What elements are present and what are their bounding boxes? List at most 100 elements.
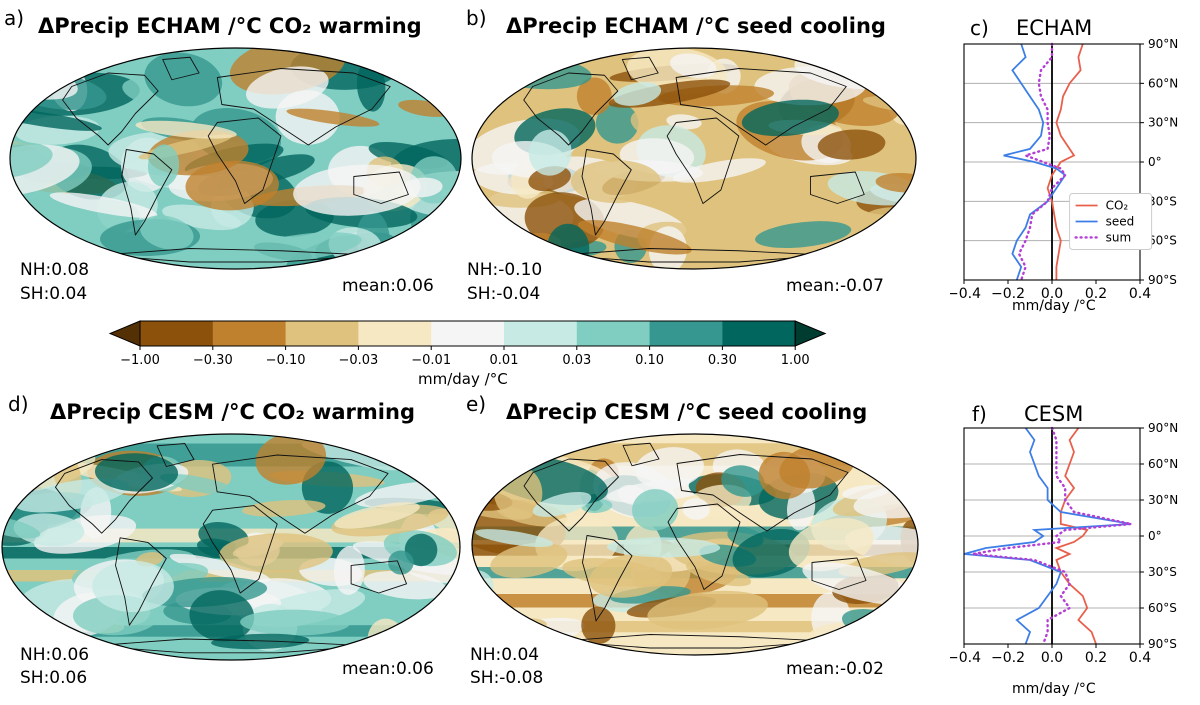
x-axis-label: mm/day /°C bbox=[1012, 298, 1096, 314]
zonal-profile-chart: −0.4 −0.2 0.0 0.2 0.4 90°N 60°N 30°N 0° 30°S 60°S 9… bbox=[950, 38, 1178, 302]
nh-mean: NH:0.06 bbox=[20, 645, 90, 665]
precip-anomaly-patch bbox=[842, 485, 889, 500]
colorbar-segment bbox=[285, 321, 359, 346]
coastline bbox=[811, 557, 867, 590]
colorbar-outline bbox=[139, 320, 796, 347]
coastline bbox=[676, 454, 849, 532]
precip-anomaly-patch bbox=[490, 542, 568, 578]
x-tick-label: −0.4 bbox=[950, 650, 981, 666]
y-tick-label: 60°N bbox=[1148, 76, 1178, 90]
precip-anomaly-patch bbox=[301, 442, 401, 471]
precip-anomaly-patch bbox=[802, 562, 917, 605]
precip-anomaly-patch bbox=[817, 129, 886, 160]
profile-title: CESM bbox=[1024, 402, 1084, 426]
precip-anomaly-patch bbox=[94, 453, 179, 492]
series-seed-line bbox=[963, 427, 1132, 645]
precip-anomaly-patch bbox=[472, 441, 542, 460]
x-axis-label: mm/day /°C bbox=[1012, 681, 1096, 697]
y-tick-label: 30°S bbox=[1148, 565, 1177, 579]
coastline bbox=[115, 537, 167, 626]
colorbar-tick-label: −0.03 bbox=[338, 353, 379, 368]
precip-anomaly-patch bbox=[581, 606, 616, 645]
y-tick-label: 90°N bbox=[1148, 422, 1178, 435]
precip-anomaly-patch bbox=[199, 233, 238, 253]
nh-mean: NH:-0.10 bbox=[467, 260, 543, 280]
precip-anomaly-patch bbox=[293, 164, 421, 216]
precip-anomaly-patch bbox=[532, 491, 592, 517]
coastline bbox=[212, 454, 389, 534]
x-tick-label: 0.2 bbox=[1085, 286, 1107, 302]
precip-anomaly-patch bbox=[240, 609, 351, 636]
precip-anomaly-patch bbox=[185, 160, 279, 211]
colorbar-segment bbox=[431, 321, 505, 346]
coastline bbox=[622, 442, 660, 467]
map-boundary bbox=[471, 433, 919, 656]
precip-anomaly-patch bbox=[92, 560, 174, 613]
map-title: ΔPrecip ECHAM /°C CO₂ warming bbox=[38, 14, 422, 38]
map-boundary bbox=[471, 47, 917, 270]
coastline bbox=[156, 443, 195, 467]
precip-anomaly-patch bbox=[189, 590, 255, 642]
precip-anomaly-patch bbox=[682, 498, 710, 520]
map-boundary bbox=[1, 433, 461, 661]
colorbar-tick-label: −0.10 bbox=[265, 353, 306, 368]
coastline bbox=[582, 535, 633, 622]
precip-anomaly-patch bbox=[884, 212, 916, 231]
series-sum-line bbox=[1017, 42, 1067, 282]
nh-mean: NH:0.04 bbox=[470, 645, 540, 665]
colorbar-tick-label: 0.01 bbox=[489, 353, 519, 368]
colorbar-segment bbox=[649, 321, 723, 346]
series-seed-line bbox=[1003, 43, 1067, 281]
x-tick-label: −0.2 bbox=[991, 286, 1025, 302]
precip-anomaly-patch bbox=[732, 529, 810, 578]
precip-anomaly-patch bbox=[255, 434, 327, 485]
global-mean: mean:0.06 bbox=[342, 276, 434, 296]
precip-anomaly-patch bbox=[472, 48, 503, 96]
map-title: ΔPrecip CESM /°C seed cooling bbox=[506, 400, 868, 424]
panel-label: c) bbox=[970, 16, 989, 40]
precip-anomaly-patch bbox=[334, 502, 420, 529]
sh-mean: SH:-0.08 bbox=[470, 668, 544, 688]
coastline bbox=[581, 149, 632, 236]
precip-anomaly-patch bbox=[613, 82, 662, 106]
coastline bbox=[353, 171, 409, 204]
y-tick-label: 30°S bbox=[1148, 194, 1177, 208]
precip-anomaly-patch bbox=[669, 53, 717, 79]
zonal-profile-chart: −0.4 −0.2 0.0 0.2 0.4 90°N 60°N 30°N 0° 30°S 60°S 9… bbox=[950, 422, 1178, 666]
coastline bbox=[666, 117, 740, 204]
precip-anomaly-patch bbox=[49, 192, 158, 218]
nh-mean: NH:0.08 bbox=[20, 260, 90, 280]
map-title: ΔPrecip CESM /°C CO₂ warming bbox=[50, 400, 415, 424]
colorbar-segment bbox=[722, 321, 796, 346]
precip-anomaly-patch bbox=[219, 533, 333, 573]
colorbar-segment bbox=[504, 321, 578, 346]
y-tick-label: 30°N bbox=[1148, 493, 1178, 507]
coastline bbox=[621, 56, 659, 81]
series-co2-line bbox=[1053, 427, 1097, 645]
coastline bbox=[675, 68, 847, 146]
precip-anomaly-patch bbox=[721, 465, 765, 497]
coastline bbox=[523, 72, 619, 146]
colorbar-segment bbox=[140, 321, 214, 346]
series-co2-line bbox=[1046, 43, 1084, 280]
y-tick-label: 60°S bbox=[1148, 234, 1177, 248]
precip-anomaly-patch bbox=[479, 233, 530, 250]
precip-anomaly-patch bbox=[15, 478, 130, 513]
coastline bbox=[523, 458, 619, 532]
legend-label: sum bbox=[1106, 230, 1132, 244]
x-tick-label: −0.2 bbox=[991, 650, 1025, 666]
x-tick-label: 0.2 bbox=[1085, 650, 1107, 666]
precip-anomaly-patch bbox=[159, 473, 239, 496]
panel-label: b) bbox=[466, 6, 487, 30]
precip-anomaly-patch bbox=[239, 232, 362, 263]
precip-anomaly-patch bbox=[897, 139, 916, 184]
precip-anomaly-patch bbox=[741, 99, 839, 137]
precip-anomaly-patch bbox=[169, 553, 271, 583]
precip-anomaly-patch bbox=[435, 439, 460, 487]
precip-anomaly-patch bbox=[632, 489, 679, 531]
colorbar-extend-high bbox=[794, 320, 827, 347]
precip-anomaly-patch bbox=[686, 561, 752, 587]
colorbar-tick-label: −0.30 bbox=[192, 353, 233, 368]
precip-anomaly-patch bbox=[211, 633, 310, 650]
legend-box bbox=[1069, 192, 1153, 250]
